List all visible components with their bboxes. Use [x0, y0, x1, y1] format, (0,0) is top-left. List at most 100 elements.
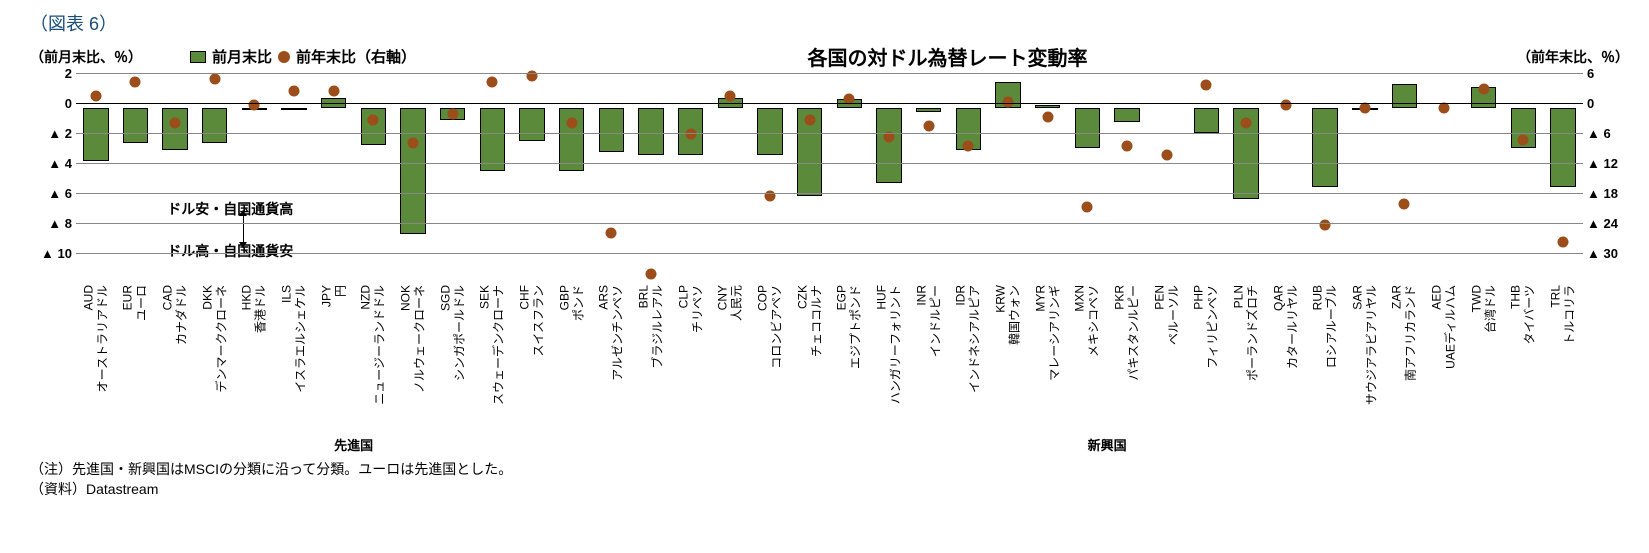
x-label: ZAR南アフリカランド [1385, 285, 1425, 435]
bar-slot [552, 73, 592, 283]
gridline [76, 193, 1583, 194]
gridline [76, 73, 1583, 74]
bar-slot [790, 73, 830, 283]
dot-marker [90, 91, 101, 102]
bar-slot [76, 73, 116, 283]
x-label: SEKスウェーデンクローナ [473, 285, 513, 435]
x-label: CLPチリペソ [671, 285, 711, 435]
dot-marker [1518, 135, 1529, 146]
y-left-tick: ▲ 2 [30, 118, 76, 148]
x-label: TWD台湾ドル [1464, 285, 1504, 435]
x-label: DKKデンマーククローネ [195, 285, 235, 435]
bar [281, 108, 306, 110]
dot-marker [209, 73, 220, 84]
bar [1075, 108, 1100, 148]
bar-slot [1226, 73, 1266, 283]
spacer [30, 283, 76, 435]
x-label: ARSアルゼンチンペソ [592, 285, 632, 435]
x-label: PKRパキスタンルピー [1107, 285, 1147, 435]
bar-slot [393, 73, 433, 283]
bar-slot [1107, 73, 1147, 283]
group-labels-row: 先進国新興国 [30, 435, 1629, 454]
dot-marker [1161, 149, 1172, 160]
y-right-tick: 0 [1583, 88, 1629, 118]
x-label: MYRマレーシアリンギ [1028, 285, 1068, 435]
bar [638, 108, 663, 155]
x-label: MXNメキシコペソ [1067, 285, 1107, 435]
x-label: SARサウジアラビアリヤル [1345, 285, 1385, 435]
bar-slot [1266, 73, 1306, 283]
bar-slot [829, 73, 869, 283]
bar-slot [988, 73, 1028, 283]
x-label: ILSイスラエルシェケル [274, 285, 314, 435]
bar [123, 108, 148, 143]
annotation-down: ドル高・自国通貨安 [167, 241, 293, 261]
dot-marker [566, 117, 577, 128]
bar-slot [1186, 73, 1226, 283]
bar-slot [592, 73, 632, 283]
bar-slot [1504, 73, 1544, 283]
bar-slot [671, 73, 711, 283]
x-label: CADカナダドル [155, 285, 195, 435]
x-label: CZKチェココルナ [790, 285, 830, 435]
y-right-tick: ▲ 24 [1583, 208, 1629, 238]
gridline [76, 103, 1583, 104]
dot-marker [170, 117, 181, 128]
y-left-tick: ▲ 6 [30, 178, 76, 208]
bar-slot [116, 73, 156, 283]
gridline [76, 133, 1583, 134]
bar-slot [1305, 73, 1345, 283]
bar [1392, 84, 1417, 109]
chart-header: （前月末比、％） 前月末比 前年末比（右軸） 各国の対ドル為替レート変動率 （前… [30, 42, 1629, 71]
y-axis-left: 20▲ 2▲ 4▲ 6▲ 8▲ 10 [30, 73, 76, 283]
x-label: HKD香港ドル [235, 285, 275, 435]
dot-marker [1399, 199, 1410, 210]
bar-slot [711, 73, 751, 283]
bar [599, 108, 624, 152]
x-label: NOKノルウェークローネ [393, 285, 433, 435]
x-label: QARカタールリヤル [1266, 285, 1306, 435]
annotation-up: ドル安・自国通貨高 [167, 199, 293, 219]
dot-marker [1240, 117, 1251, 128]
bar-slot [1345, 73, 1385, 283]
bar-slot [1464, 73, 1504, 283]
x-label: GBPポンド [552, 285, 592, 435]
bar-slot [1543, 73, 1583, 283]
x-label: EGPエジプトポンド [829, 285, 869, 435]
spacer [30, 435, 76, 454]
plot-area: ドル安・自国通貨高 ドル高・自国通貨安 [76, 73, 1583, 283]
dot-marker [1082, 202, 1093, 213]
dot-marker [1042, 111, 1053, 122]
dot-marker [1439, 103, 1450, 114]
x-label: INRインドルピー [909, 285, 949, 435]
y-right-tick: ▲ 18 [1583, 178, 1629, 208]
dot-marker [328, 85, 339, 96]
bar-slot [473, 73, 513, 283]
x-label: AUDオーストラリアドル [76, 285, 116, 435]
legend: 前月末比 前年末比（右軸） [190, 46, 416, 67]
bar [400, 108, 425, 234]
y-left-tick: ▲ 4 [30, 148, 76, 178]
dot-marker [289, 85, 300, 96]
x-label: THBタイバーツ [1504, 285, 1544, 435]
group-labels: 先進国新興国 [76, 435, 1583, 454]
dot-marker [1558, 237, 1569, 248]
dot-marker [1201, 79, 1212, 90]
notes: （注）先進国・新興国はMSCIの分類に沿って分類。ユーロは先進国とした。 （資料… [30, 460, 1629, 499]
y-left-tick: 2 [30, 58, 76, 88]
y-left-tick: ▲ 10 [30, 238, 76, 268]
bar-slot [1147, 73, 1187, 283]
dot-marker [408, 138, 419, 149]
bar-slot [869, 73, 909, 283]
bar-slot [1385, 73, 1425, 283]
bar [916, 108, 941, 112]
figure-label: （図表 6） [30, 10, 1629, 36]
legend-dot-swatch [278, 51, 290, 63]
y-left-tick: ▲ 8 [30, 208, 76, 238]
bar [162, 108, 187, 150]
bar [1194, 108, 1219, 133]
dot-marker [725, 91, 736, 102]
note-line: （注）先進国・新興国はMSCIの分類に沿って分類。ユーロは先進国とした。 [30, 460, 1629, 480]
y-right-tick: ▲ 30 [1583, 238, 1629, 268]
dot-marker [1280, 100, 1291, 111]
